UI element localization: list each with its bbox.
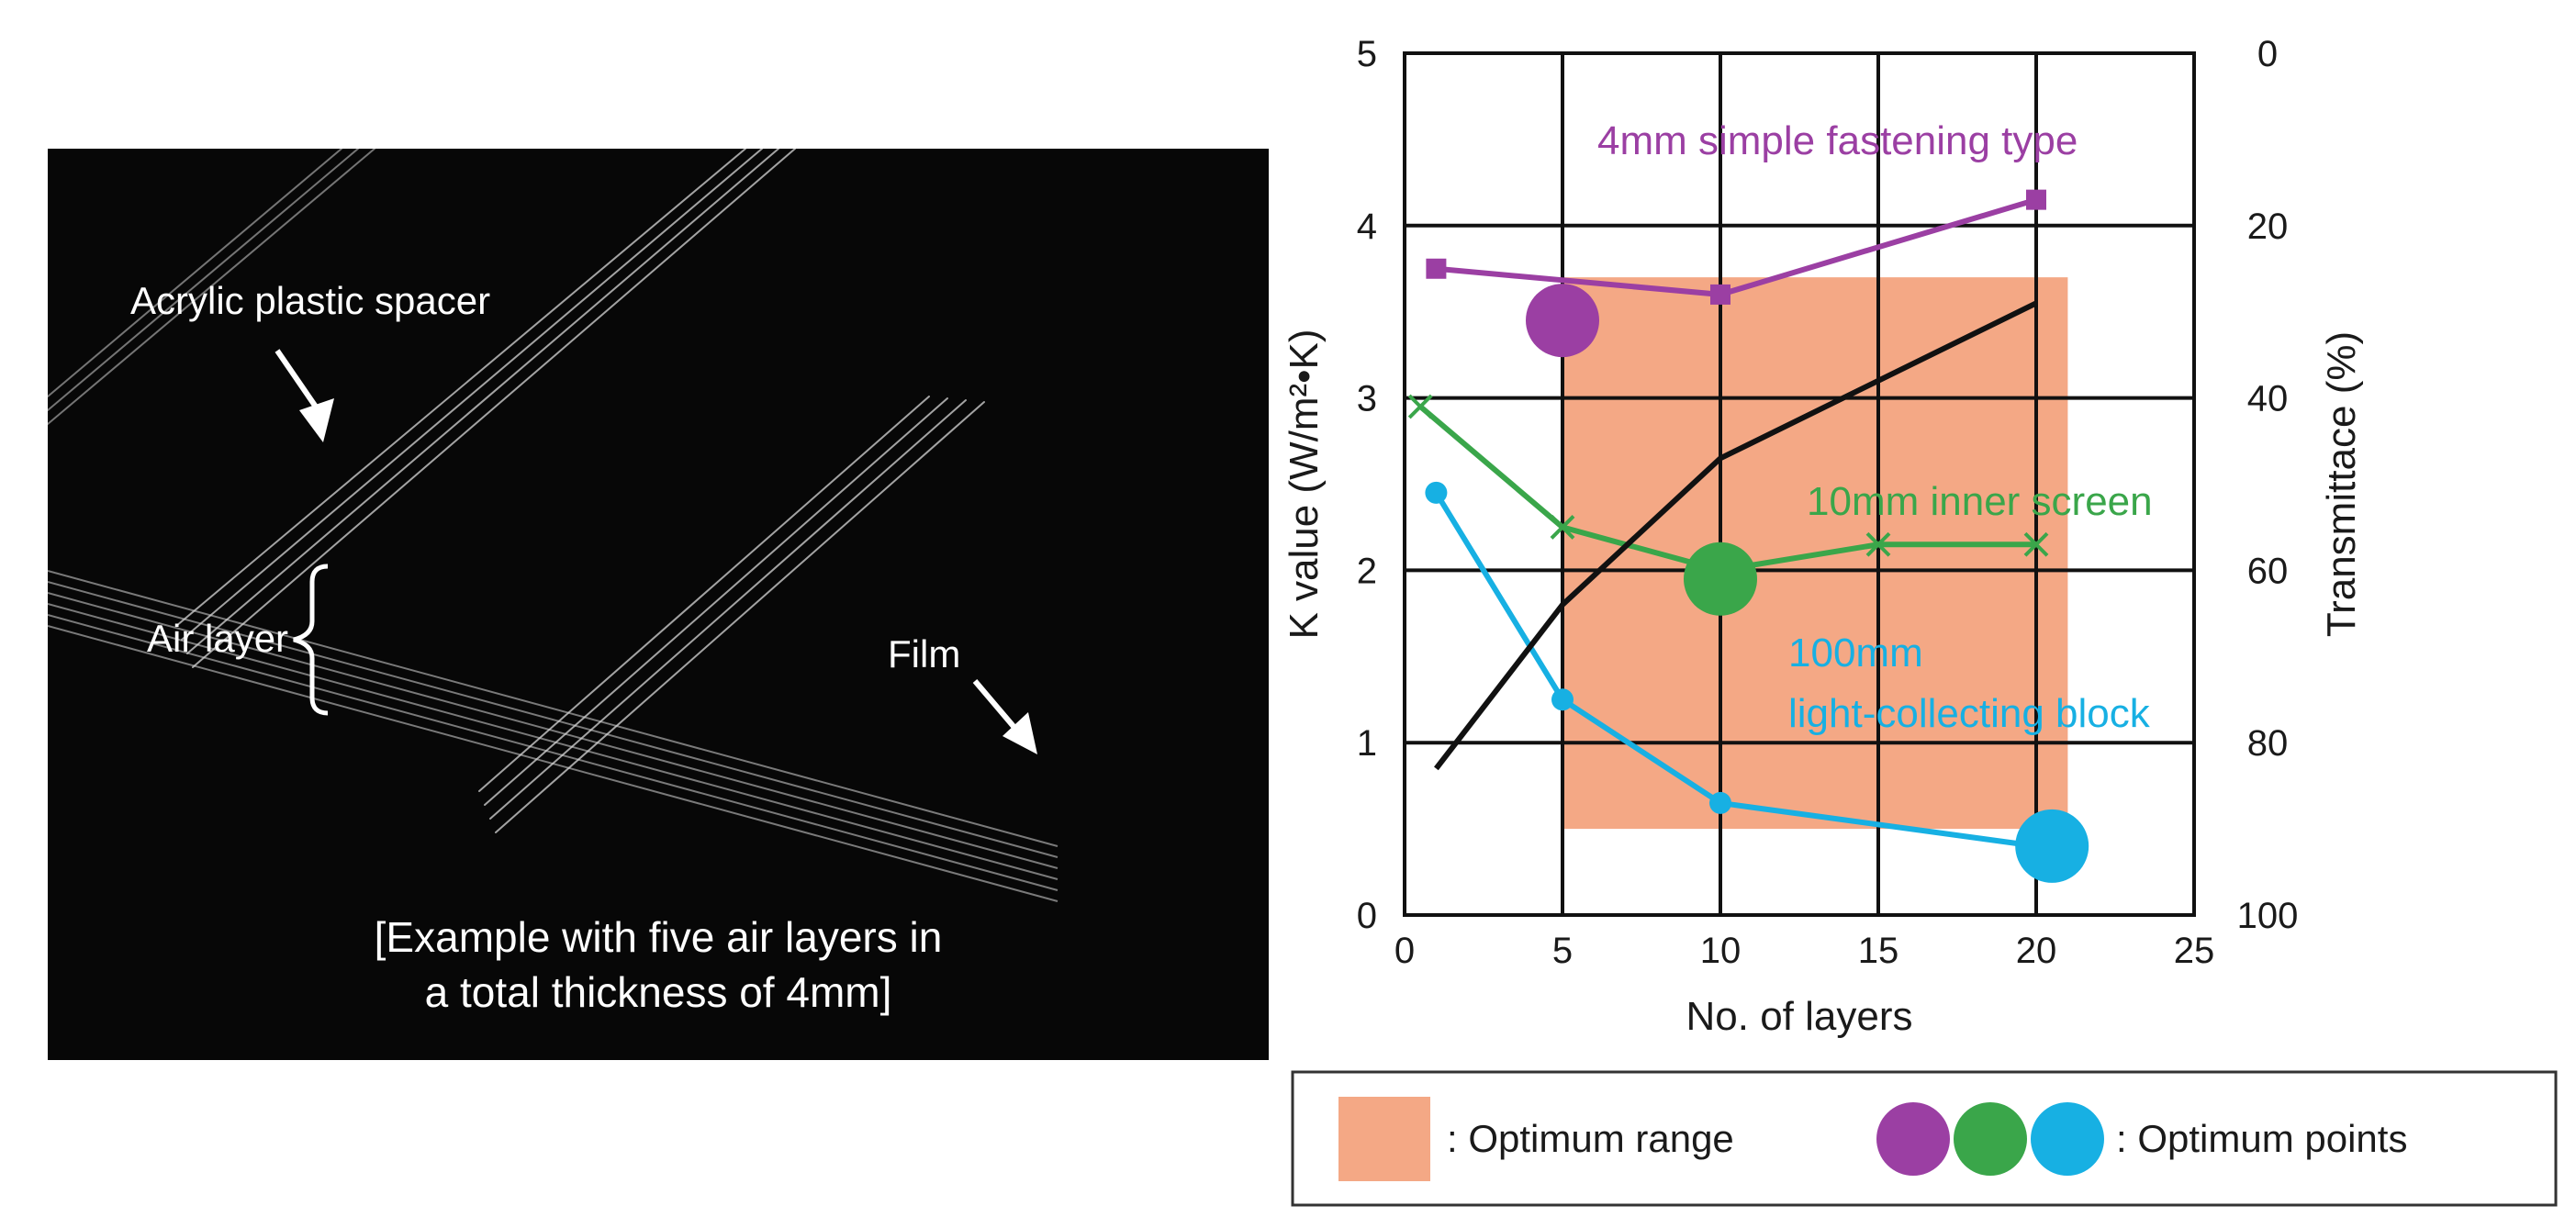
series-point-x xyxy=(1865,531,1891,557)
series-annotations: 4mm simple fastening type 10mm inner scr… xyxy=(1597,118,2153,736)
series-point-x xyxy=(2023,531,2049,557)
legend-point-purple xyxy=(1876,1102,1950,1176)
air-layer-label: Air layer xyxy=(147,617,288,660)
series-point-circle xyxy=(1425,481,1448,504)
x-tick-label: 5 xyxy=(1552,931,1573,971)
y-tick-label: 3 xyxy=(1357,379,1377,419)
film-arrow xyxy=(972,679,1037,754)
y2-tick-label: 0 xyxy=(2257,34,2278,74)
y2-tick-label: 100 xyxy=(2237,896,2299,936)
y2-axis-label: Transmittace (%) xyxy=(2319,331,2364,637)
x-axis-label: No. of layers xyxy=(1686,994,1913,1039)
air-layer-brace xyxy=(293,564,329,716)
optimum-point-2 xyxy=(2015,809,2089,883)
series-point-square xyxy=(2026,189,2046,210)
series-point-circle xyxy=(1709,791,1731,814)
y-tick-label: 0 xyxy=(1357,896,1377,936)
y-axis-label: K value (W/m²•K) xyxy=(1282,329,1327,639)
legend: : Optimum range : Optimum points xyxy=(1291,1070,2558,1207)
series-line-3 xyxy=(1434,300,2038,771)
series-point-square xyxy=(1426,258,1447,279)
series-point-circle xyxy=(1551,688,1574,711)
spacer-label: Acrylic plastic spacer xyxy=(130,279,490,322)
annotation-100mm-line1: 100mm xyxy=(1788,631,1923,675)
y-tick-label: 2 xyxy=(1357,551,1377,591)
photo-caption-line1: [Example with five air layers in xyxy=(375,913,943,961)
spacer-arrow xyxy=(274,349,334,442)
k-value-chart: 0 5 10 15 20 25 0 1 2 3 4 5 100 80 60 40 20 0 No. of laye… xyxy=(1282,34,2558,1207)
y-tick-label: 5 xyxy=(1357,34,1377,74)
annotation-10mm: 10mm inner screen xyxy=(1807,479,2153,524)
y-tick-label: 4 xyxy=(1357,207,1377,247)
legend-range-label: : Optimum range xyxy=(1447,1117,1734,1160)
y2-tick-label: 40 xyxy=(2247,379,2289,419)
annotation-100mm-line2: light-collecting block xyxy=(1788,691,2151,736)
annotation-4mm: 4mm simple fastening type xyxy=(1597,118,2078,163)
film-layers xyxy=(48,570,1058,902)
x-tick-label: 25 xyxy=(2174,931,2215,971)
x-tick-label: 10 xyxy=(1700,931,1742,971)
axis-labels: No. of layers K value (W/m²•K) Transmitt… xyxy=(1282,329,2364,1039)
x-tick-label: 15 xyxy=(1858,931,1899,971)
optimum-point-0 xyxy=(1526,284,1599,358)
spacer-ridges xyxy=(48,149,985,833)
optimum-point-1 xyxy=(1684,541,1757,616)
legend-points-label: : Optimum points xyxy=(2116,1117,2407,1160)
legend-point-blue xyxy=(2031,1102,2104,1176)
legend-point-green xyxy=(1954,1102,2027,1176)
series-point-x xyxy=(1407,394,1433,419)
photo-caption-line2: a total thickness of 4mm] xyxy=(425,968,892,1016)
y2-tick-label: 80 xyxy=(2247,723,2289,764)
legend-range-swatch xyxy=(1338,1097,1430,1181)
film-label: Film xyxy=(888,632,960,675)
layered-film-photo: Acrylic plastic spacer Air layer Film [E… xyxy=(48,149,1269,1060)
y2-tick-label: 20 xyxy=(2247,207,2289,247)
x-tick-label: 0 xyxy=(1394,931,1415,971)
x-tick-label: 20 xyxy=(2016,931,2057,971)
plot-area: 0 5 10 15 20 25 0 1 2 3 4 5 100 80 60 40 20 0 xyxy=(1357,34,2299,971)
series-point-x xyxy=(1550,515,1575,540)
series-line-2 xyxy=(1433,491,2037,849)
y2-tick-label: 60 xyxy=(2247,551,2289,591)
y-tick-label: 1 xyxy=(1357,723,1377,764)
plot-frame xyxy=(1403,51,2196,917)
series-point-square xyxy=(1710,284,1730,305)
